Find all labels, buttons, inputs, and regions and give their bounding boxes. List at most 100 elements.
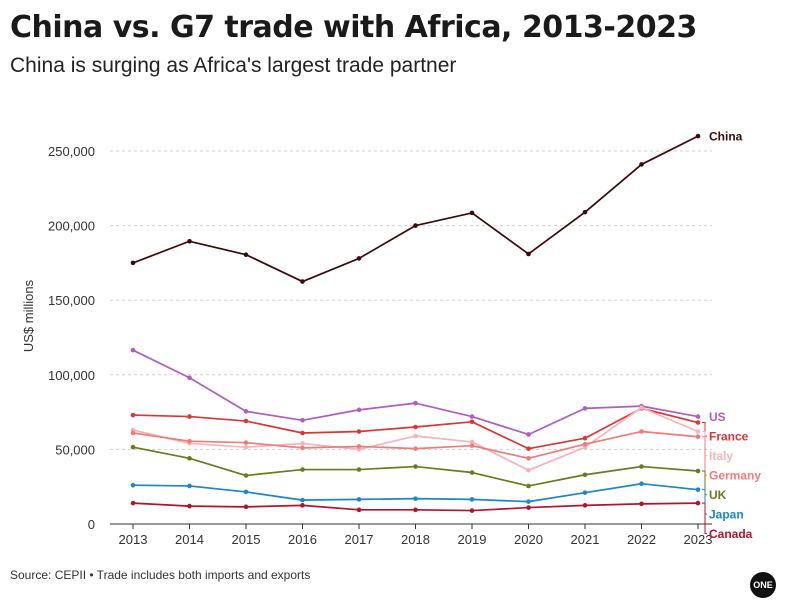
data-point-france xyxy=(356,429,362,434)
x-tick-label: 2022 xyxy=(627,532,656,547)
data-point-canada xyxy=(695,500,701,506)
series-lines xyxy=(130,133,701,513)
chart-title: China vs. G7 trade with Africa, 2013-202… xyxy=(10,10,697,45)
data-point-japan xyxy=(639,481,644,487)
x-tick-label: 2015 xyxy=(232,532,261,547)
data-point-canada xyxy=(413,507,418,513)
data-point-china xyxy=(695,133,701,139)
data-point-canada xyxy=(356,507,362,513)
data-point-canada xyxy=(639,501,644,507)
series-label-china: China xyxy=(709,130,743,144)
data-point-japan xyxy=(582,490,588,495)
series-line-china xyxy=(132,135,699,283)
label-leader-canada xyxy=(702,502,707,535)
data-point-us xyxy=(469,414,475,419)
data-point-china xyxy=(356,256,362,261)
label-leader-germany xyxy=(702,436,707,476)
data-point-france xyxy=(413,424,418,430)
data-point-france xyxy=(187,414,192,419)
x-tick-label: 2021 xyxy=(571,532,600,547)
data-point-germany xyxy=(187,438,192,444)
series-label-uk: UK xyxy=(709,488,727,502)
data-point-us xyxy=(695,414,701,419)
y-tick-label: 250,000 xyxy=(48,144,95,159)
data-point-germany xyxy=(695,434,701,440)
data-point-france xyxy=(300,430,305,436)
data-point-china xyxy=(243,252,249,257)
data-point-china xyxy=(639,162,644,167)
series-labels: China US France Italy Germany UK Japan Canada xyxy=(702,130,761,541)
x-tick-label: 2016 xyxy=(288,532,317,547)
data-point-france xyxy=(695,420,701,425)
data-point-france xyxy=(130,412,136,418)
x-tick-label: 2018 xyxy=(401,532,430,547)
data-point-italy xyxy=(469,439,475,445)
label-leader-uk xyxy=(702,470,707,496)
label-leader-japan xyxy=(702,489,707,515)
data-point-germany xyxy=(639,429,644,434)
y-tick-label: 50,000 xyxy=(55,442,95,457)
label-leader-france xyxy=(702,422,707,437)
data-point-germany xyxy=(243,440,249,445)
x-tick-label: 2017 xyxy=(345,532,374,547)
data-point-china xyxy=(130,260,136,266)
data-point-france xyxy=(243,418,249,424)
data-point-japan xyxy=(243,489,249,495)
data-point-germany xyxy=(582,441,588,447)
data-point-italy xyxy=(695,429,701,434)
data-point-italy xyxy=(243,444,249,450)
data-point-us xyxy=(300,418,305,423)
data-point-japan xyxy=(187,483,192,489)
data-point-france xyxy=(526,446,531,451)
data-point-italy xyxy=(639,405,644,410)
data-point-canada xyxy=(187,503,192,509)
data-point-uk xyxy=(582,472,588,478)
data-point-uk xyxy=(300,467,305,472)
series-label-canada: Canada xyxy=(709,527,753,541)
data-point-us xyxy=(187,375,192,381)
data-point-china xyxy=(187,238,192,244)
series-line-italy xyxy=(132,406,699,472)
data-point-uk xyxy=(356,467,362,472)
data-point-uk xyxy=(526,483,531,489)
data-point-uk xyxy=(639,464,644,469)
chart-subtitle: China is surging as Africa's largest tra… xyxy=(10,54,457,77)
data-point-us xyxy=(582,406,588,411)
x-tick-label: 2013 xyxy=(119,532,148,547)
x-tick-label: 2019 xyxy=(458,532,487,547)
series-line-us xyxy=(132,349,699,436)
data-point-germany xyxy=(526,456,531,461)
series-label-japan: Japan xyxy=(709,508,744,522)
gridlines xyxy=(110,150,712,525)
data-point-france xyxy=(582,435,588,441)
data-point-japan xyxy=(695,487,701,492)
x-tick-label: 2023 xyxy=(684,532,713,547)
data-point-germany xyxy=(356,444,362,449)
data-point-canada xyxy=(469,508,475,513)
axes: 0 50,000 100,000 150,000 200,000 250,000 US$ m… xyxy=(21,144,712,547)
series-label-italy: Italy xyxy=(709,449,733,463)
y-tick-label: 100,000 xyxy=(48,368,95,383)
data-point-japan xyxy=(130,482,136,488)
data-point-china xyxy=(413,223,418,228)
data-point-japan xyxy=(356,497,362,502)
data-point-italy xyxy=(300,441,305,446)
data-point-us xyxy=(526,432,531,437)
data-point-uk xyxy=(695,468,701,474)
x-tick-label: 2014 xyxy=(175,532,204,547)
data-point-uk xyxy=(130,444,136,450)
data-point-japan xyxy=(413,496,418,501)
data-point-china xyxy=(300,279,305,284)
data-point-us xyxy=(356,407,362,413)
data-point-canada xyxy=(300,503,305,508)
series-label-us: US xyxy=(709,410,726,424)
data-point-uk xyxy=(243,473,249,478)
data-point-china xyxy=(582,209,588,215)
one-logo: ONE xyxy=(750,572,776,598)
data-point-canada xyxy=(130,500,136,506)
data-point-us xyxy=(413,400,418,406)
series-label-germany: Germany xyxy=(709,469,761,483)
series-label-france: France xyxy=(709,430,749,444)
data-point-canada xyxy=(243,504,249,510)
